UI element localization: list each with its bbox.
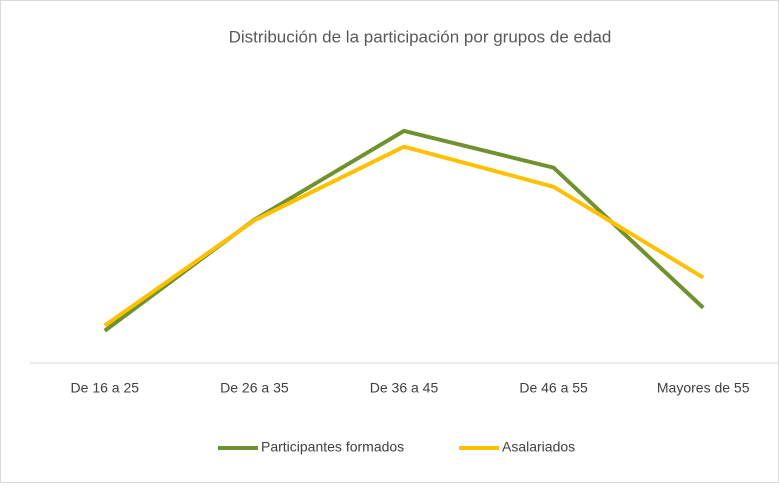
x-tick-label: De 16 a 25 [71, 380, 140, 396]
line-series [103, 144, 705, 328]
x-tick-label: Mayores de 55 [657, 380, 750, 396]
chart-title: Distribución de la participación por gru… [229, 27, 612, 46]
x-tick-label: De 46 a 55 [519, 380, 588, 396]
legend-label: Asalariados [502, 439, 575, 455]
x-tick-label: De 26 a 35 [220, 380, 289, 396]
legend-label: Participantes formados [261, 439, 404, 455]
x-tick-label: De 36 a 45 [370, 380, 439, 396]
